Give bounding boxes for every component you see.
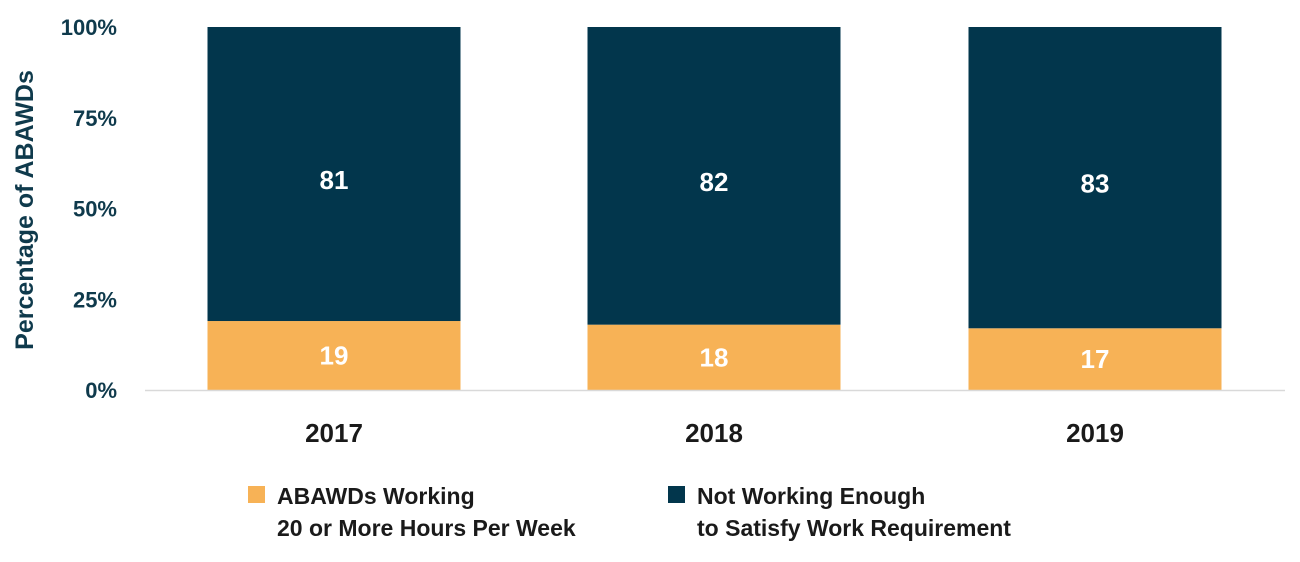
legend-label-not-working-line2: to Satisfy Work Requirement	[697, 515, 1011, 541]
y-tick-label: 50%	[73, 197, 117, 222]
legend-label-not-working: Not Working Enough to Satisfy Work Requi…	[697, 480, 1011, 544]
data-label: 19	[320, 341, 349, 371]
bar-segment-not-working-2018	[587, 27, 841, 325]
legend-label-working: ABAWDs Working 20 or More Hours Per Week	[277, 480, 576, 544]
legend-label-working-line1: ABAWDs Working	[277, 483, 475, 509]
x-tick-label: 2018	[685, 418, 743, 448]
legend-label-working-line2: 20 or More Hours Per Week	[277, 515, 576, 541]
y-axis-ticks: 0% 25% 50% 75% 100%	[61, 15, 117, 403]
bar-segment-working-2018	[587, 324, 841, 390]
y-tick-label: 0%	[85, 378, 117, 403]
x-tick-label: 2019	[1066, 418, 1124, 448]
bar-segment-not-working-2017	[207, 27, 461, 322]
data-label: 81	[320, 165, 349, 195]
bar-segment-working-2017	[207, 321, 461, 390]
legend-label-not-working-line1: Not Working Enough	[697, 483, 926, 509]
legend-swatch-working	[248, 486, 265, 503]
legend-item-not-working: Not Working Enough to Satisfy Work Requi…	[668, 480, 1011, 550]
y-tick-label: 75%	[73, 106, 117, 131]
data-label: 17	[1081, 344, 1110, 374]
y-axis-title: Percentage of ABAWDs	[11, 70, 39, 350]
y-tick-label: 25%	[73, 287, 117, 312]
legend-item-working: ABAWDs Working 20 or More Hours Per Week	[248, 480, 576, 550]
data-label: 82	[700, 167, 729, 197]
bars: 19 81 18 82 17 83	[207, 27, 1222, 390]
data-label: 18	[700, 342, 729, 372]
x-tick-label: 2017	[305, 418, 363, 448]
bar-segment-working-2019	[968, 328, 1222, 390]
bar-segment-not-working-2019	[968, 27, 1222, 329]
legend-swatch-not-working	[668, 486, 685, 503]
y-tick-label: 100%	[61, 15, 117, 40]
data-label: 83	[1081, 169, 1110, 199]
x-axis-ticks: 2017 2018 2019	[305, 418, 1124, 448]
